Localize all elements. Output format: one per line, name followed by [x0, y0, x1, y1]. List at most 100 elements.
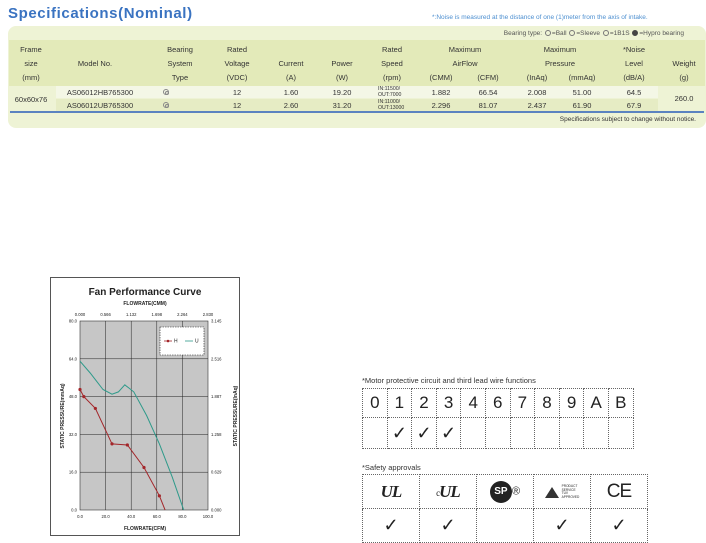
check-mark-icon: [558, 417, 585, 449]
bearing-legend-ball: =Ball: [551, 30, 567, 37]
cmm-cell: 2.296: [431, 101, 451, 110]
frame-size-cell: 60x60x76: [14, 95, 48, 104]
x2-tick-label: 2.830: [203, 312, 214, 317]
motor-header-row: 0 1 2 3 4 6 7 8 9 A B: [362, 388, 634, 418]
motor-function-table: 0 1 2 3 4 6 7 8 9 A B ✓ ✓ ✓: [362, 388, 634, 449]
tuv-line: SERVICE: [561, 487, 576, 492]
x-tick-label: 80.0: [178, 514, 187, 519]
header-airflow: AirFlow: [452, 59, 478, 68]
voltage-cell: 12: [232, 88, 242, 97]
speed-out: OUT:7000: [378, 92, 402, 98]
check-mark-icon: [509, 417, 536, 449]
cul-logo-text: UL: [439, 482, 461, 501]
speed-in: IN:11000/: [378, 99, 401, 105]
model-cell: AS06012UB765300: [66, 101, 134, 110]
weight-cell: 260.0: [674, 94, 694, 103]
motor-code: A: [583, 388, 609, 418]
motor-title: *Motor protective circuit and third lead…: [362, 376, 536, 385]
check-mark-icon: ✓: [435, 417, 462, 449]
x-tick-label: 40.0: [127, 514, 136, 519]
power-cell: 31.20: [332, 101, 352, 110]
header-weight: (g): [679, 73, 689, 82]
series-line-H: [79, 389, 166, 511]
chart-svg: Fan Performance Curve FLOWRATE(CMM) 0.0 2…: [60, 287, 239, 532]
safety-logo-row: UL cUL SP ® PRODUCT SERVICE TUV APPROVED CE: [362, 474, 648, 509]
header-current: (A): [286, 73, 296, 82]
header-frame: Frame: [20, 45, 42, 54]
power-cell: 19.20: [332, 88, 352, 97]
cul-prefix: c: [436, 488, 440, 499]
chart-ticks: 0.0 20.0 40.0 60.0 80.0 100.00.000 0.566 1.132 1…: [69, 312, 222, 519]
ul-logo-text: UL: [380, 482, 403, 501]
check-mark-icon: [362, 417, 388, 449]
check-mark-icon: ✓: [533, 508, 591, 543]
header-airflow: Maximum: [448, 45, 482, 54]
motor-code: 6: [484, 388, 511, 418]
safety-title: *Safety approvals: [362, 463, 421, 472]
header-airflow-cmm: (CMM): [429, 73, 453, 82]
chart-series: [78, 360, 185, 511]
speed-cell: IN:11500/OUT:7000: [378, 86, 401, 98]
y2-tick-label: 2.516: [211, 356, 222, 361]
chart-x-label: FLOWRATE(CFM): [124, 526, 166, 532]
bearing-legend-sleeve: =Sleeve: [576, 30, 601, 37]
tuv-logo-icon: PRODUCT SERVICE TUV APPROVED: [533, 474, 591, 509]
voltage-cell: 12: [232, 101, 242, 110]
check-mark-icon: ✓: [386, 417, 413, 449]
header-pressure-mmaq: (mmAq): [568, 73, 596, 82]
speed-out: OUT:13000: [378, 105, 405, 111]
motor-code: 0: [362, 388, 388, 418]
registered-mark: ®: [511, 485, 521, 498]
x2-tick-label: 0.000: [75, 312, 86, 317]
check-mark-icon: [583, 417, 609, 449]
speed-in: IN:11500/: [378, 86, 401, 92]
mmaq-cell: 51.00: [572, 88, 592, 97]
cul-logo-icon: cUL: [419, 474, 477, 509]
inaq-cell: 2.008: [527, 88, 547, 97]
spec-header-band: [9, 40, 705, 86]
y2-tick-label: 0.629: [211, 470, 222, 475]
speed-cell: IN:11000/OUT:13000: [378, 99, 404, 111]
ball-bearing-icon: [544, 30, 551, 37]
ce-logo-icon: CE: [590, 474, 648, 509]
x2-tick-label: 0.566: [100, 312, 111, 317]
header-frame: (mm): [22, 73, 40, 82]
model-cell: AS06012HB765300: [66, 88, 134, 97]
inaq-cell: 2.437: [527, 101, 547, 110]
mmaq-cell: 61.90: [572, 101, 592, 110]
series-point-H: [110, 442, 114, 446]
bearing-legend: Bearing type: =Ball =Sleeve =1B1S =Hypro…: [504, 30, 684, 37]
motor-code: 7: [509, 388, 536, 418]
1b1s-bearing-icon: [602, 30, 609, 37]
header-bearing: Type: [171, 73, 189, 82]
motor-code: B: [607, 388, 634, 418]
header-voltage: Voltage: [224, 59, 250, 68]
header-power: Power: [331, 59, 353, 68]
motor-code: 4: [460, 388, 486, 418]
header-pressure: Maximum: [543, 45, 577, 54]
y-tick-label: 0.0: [71, 508, 77, 513]
y-tick-label: 64.0: [69, 356, 78, 361]
series-line-U: [79, 360, 185, 511]
legend-label: H: [174, 339, 178, 345]
current-cell: 2.60: [283, 101, 299, 110]
page-title: Specifications(Nominal): [8, 5, 193, 22]
legend-marker: [166, 339, 170, 343]
bearing-cell: [163, 101, 169, 110]
spec-row-band: [56, 86, 658, 98]
x2-tick-label: 1.698: [152, 312, 163, 317]
check-mark-icon: [607, 417, 634, 449]
x-tick-label: 0.0: [77, 514, 83, 519]
fan-performance-chart: Fan Performance Curve FLOWRATE(CMM) 0.0 2…: [50, 277, 240, 536]
motor-code: 2: [411, 388, 437, 418]
y2-tick-label: 0.000: [211, 508, 222, 513]
chart-y2-label: STATIC PRESSURE(InAq): [233, 385, 239, 446]
warning-triangle-icon: [544, 486, 559, 498]
series-point-H: [125, 443, 129, 447]
tuv-line: TUV: [561, 491, 569, 496]
chart-y-label: STATIC PRESSURE(mmAq): [60, 383, 66, 448]
motor-code: 1: [386, 388, 413, 418]
bearing-cell: [163, 88, 169, 97]
y-tick-label: 80.0: [69, 319, 78, 324]
tuv-logo-text: PRODUCT SERVICE TUV APPROVED: [561, 484, 580, 499]
